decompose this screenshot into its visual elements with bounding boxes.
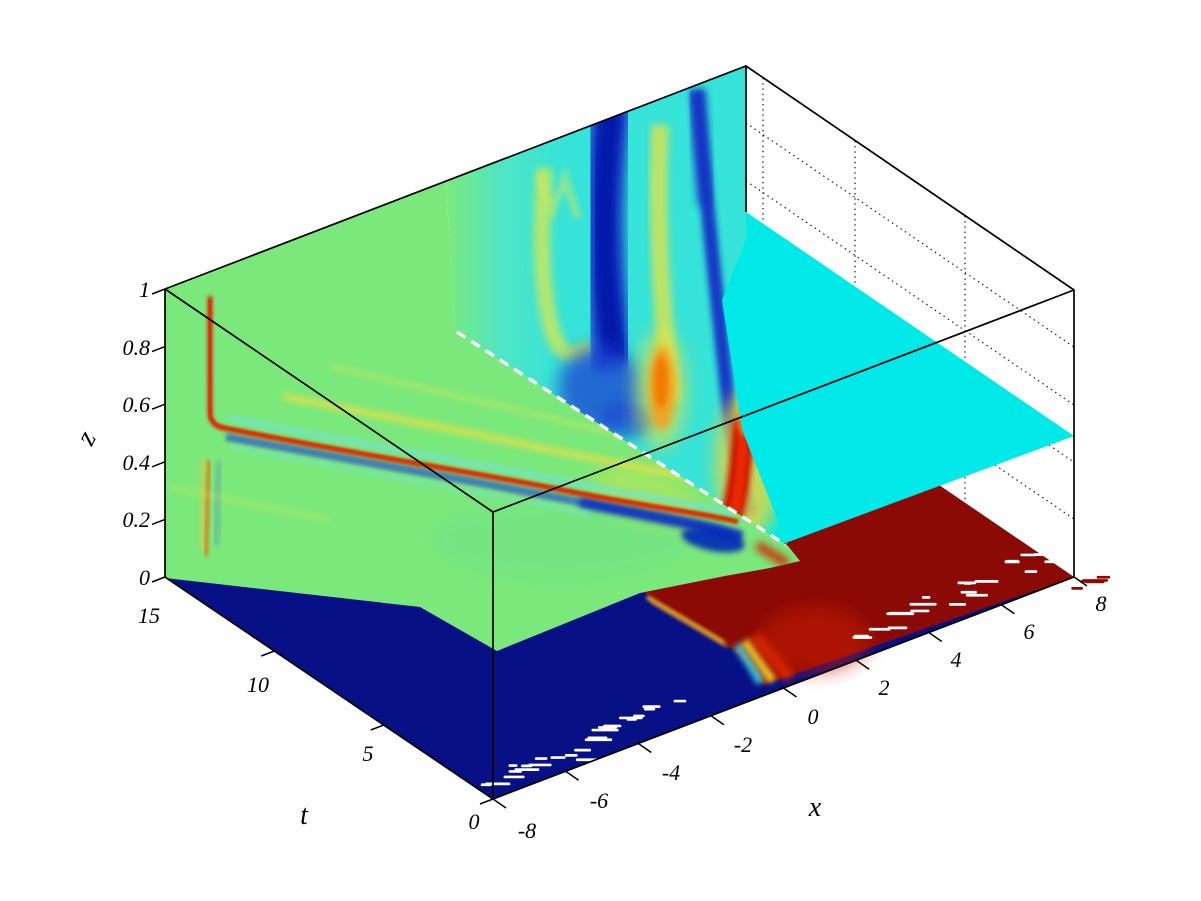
gridline-z04-lower	[1048, 444, 1075, 463]
t-tick-15: 15	[138, 603, 160, 628]
dither-dash	[887, 626, 908, 630]
dither-dash	[1085, 580, 1105, 584]
gridline-z08	[745, 122, 1075, 348]
dither-dash	[1020, 553, 1037, 557]
dither-dash	[503, 775, 525, 779]
dither-dash	[643, 707, 656, 711]
dither-dash	[963, 582, 972, 585]
z-tick-08: 0.8	[123, 335, 151, 360]
x-tick-m4: -4	[662, 760, 680, 785]
t-tick-5: 5	[363, 741, 374, 766]
dither-dash	[949, 603, 966, 606]
z-tick-04: 0.4	[123, 450, 151, 475]
axes-box	[151, 65, 1088, 809]
dither-dash	[974, 580, 999, 583]
dither-dash	[460, 792, 474, 796]
dither-dash	[550, 756, 566, 759]
dither-dash	[633, 714, 645, 718]
dither-dash	[528, 763, 552, 767]
t-axis-label: t	[300, 800, 309, 831]
slice-intersection-dashed-line	[456, 330, 787, 547]
axis-labels: 1 0.8 0.6 0.4 0.2 0 z 15 10 5 0 t -8 -6 …	[70, 277, 1107, 843]
crest-yellow-left	[534, 167, 596, 363]
z-axis-label: z	[70, 426, 103, 451]
dither-dash	[1033, 553, 1061, 556]
dither-dash	[642, 705, 661, 708]
dither-dash	[921, 596, 931, 599]
dither-dash	[1004, 560, 1020, 564]
x-tick-m6: -6	[590, 788, 608, 813]
dither-artifacts	[460, 544, 1111, 796]
dither-dash	[910, 609, 930, 613]
z-tick-06: 0.6	[123, 392, 151, 417]
dither-dash	[909, 602, 937, 606]
dither-dash	[960, 590, 977, 594]
x-tick-m8: -8	[518, 818, 536, 843]
box-edges	[164, 65, 1075, 800]
dither-dash	[1044, 544, 1053, 547]
gridline-z02-lower	[994, 464, 1075, 520]
x-tick-2: 2	[879, 675, 890, 700]
dither-dash	[508, 770, 522, 773]
dither-dash	[888, 611, 913, 615]
wave-crest-lower	[204, 459, 211, 557]
dither-dash	[574, 748, 591, 752]
dither-dash	[868, 627, 891, 631]
t-axis-ticks	[261, 650, 494, 805]
x-tick-8: 8	[1096, 591, 1107, 616]
dither-dash	[965, 593, 988, 597]
dither-dash	[534, 757, 548, 760]
front-transition-fringe	[645, 595, 870, 686]
dither-dash	[508, 764, 518, 767]
dither-dash	[1071, 587, 1083, 590]
x-tick-6: 6	[1024, 619, 1035, 644]
dither-dash	[584, 738, 613, 742]
t-tick-0: 0	[469, 809, 480, 834]
dither-dash	[485, 782, 511, 786]
gridline-z06	[745, 180, 1075, 406]
z-tick-1: 1	[139, 277, 150, 302]
x-tick-0: 0	[808, 704, 819, 729]
z-tick-0: 0	[139, 565, 150, 590]
dither-dash	[591, 728, 619, 732]
dither-dash	[1044, 560, 1056, 564]
dither-dash	[673, 699, 687, 703]
right-wall-grid	[745, 78, 1075, 520]
dither-dash	[1096, 575, 1111, 579]
dither-dash	[598, 726, 617, 729]
dither-dash	[564, 754, 578, 757]
z-axis-ticks	[151, 288, 166, 583]
t-tick-10: 10	[247, 672, 269, 697]
x-tick-4: 4	[951, 647, 962, 672]
z-tick-02: 0.2	[123, 507, 151, 532]
x-axis-label: x	[808, 792, 822, 823]
x-tick-m2: -2	[734, 732, 752, 757]
x-axis-ticks	[492, 576, 1088, 809]
dither-dash	[852, 636, 873, 639]
dither-dash	[1024, 570, 1038, 573]
